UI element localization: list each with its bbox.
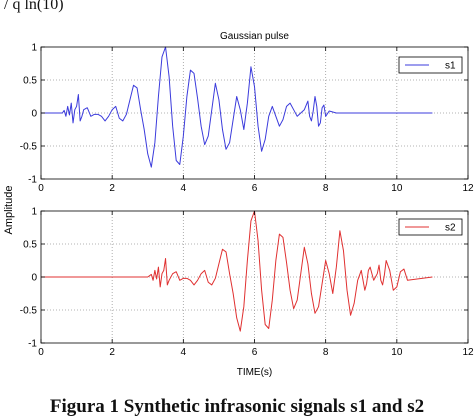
chart-panel-s2: 0 2 4 6 8 10 12 -1 -0.5 0 0.5 1 TIME(s) s2 xyxy=(20,207,474,379)
y-tick-label: 1 xyxy=(31,207,37,218)
y-tick-label: -1 xyxy=(28,175,37,186)
y-tick-label: -0.5 xyxy=(20,142,38,153)
x-tick-label: 2 xyxy=(109,347,115,358)
y-tick-label: -1 xyxy=(28,339,37,350)
y-tick-label: 0 xyxy=(31,109,37,120)
x-tick-label: 8 xyxy=(323,347,329,358)
legend-box xyxy=(398,56,463,74)
chart-title: Gaussian pulse xyxy=(220,31,289,42)
x-tick-label: 0 xyxy=(38,183,44,194)
x-tick-label: 10 xyxy=(391,347,403,358)
y-tick-label: 0 xyxy=(31,273,37,284)
x-tick-label: 12 xyxy=(462,183,474,194)
x-tick-label: 10 xyxy=(391,183,403,194)
x-axis-label: TIME(s) xyxy=(237,367,273,378)
legend-label: s1 xyxy=(445,61,456,72)
x-tick-label: 8 xyxy=(323,183,329,194)
y-axis-label: Amplitude xyxy=(3,186,15,235)
chart-panel-s1: 0 2 4 6 8 10 12 -1 -0.5 0 0.5 1 Gaussian pulse s1 xyxy=(20,31,474,194)
y-tick-label: 0.5 xyxy=(23,76,37,87)
x-tick-label: 2 xyxy=(109,183,115,194)
figure-caption: Figura 1 Synthetic infrasonic signals s1… xyxy=(49,396,425,417)
x-tick-label: 4 xyxy=(181,347,187,358)
x-tick-label: 0 xyxy=(38,347,44,358)
y-tick-label: 0.5 xyxy=(23,240,37,251)
y-tick-label: -0.5 xyxy=(20,306,38,317)
x-tick-label: 6 xyxy=(252,183,258,194)
legend-label: s2 xyxy=(445,223,456,234)
y-tick-label: 1 xyxy=(31,43,37,54)
x-tick-label: 6 xyxy=(252,347,258,358)
series-line-s2 xyxy=(41,210,433,332)
series-line-s1 xyxy=(41,46,433,168)
top-text-fragment: / q ln(10) xyxy=(4,0,64,13)
legend-box xyxy=(398,218,463,236)
x-tick-label: 12 xyxy=(462,347,474,358)
x-tick-label: 4 xyxy=(181,183,187,194)
